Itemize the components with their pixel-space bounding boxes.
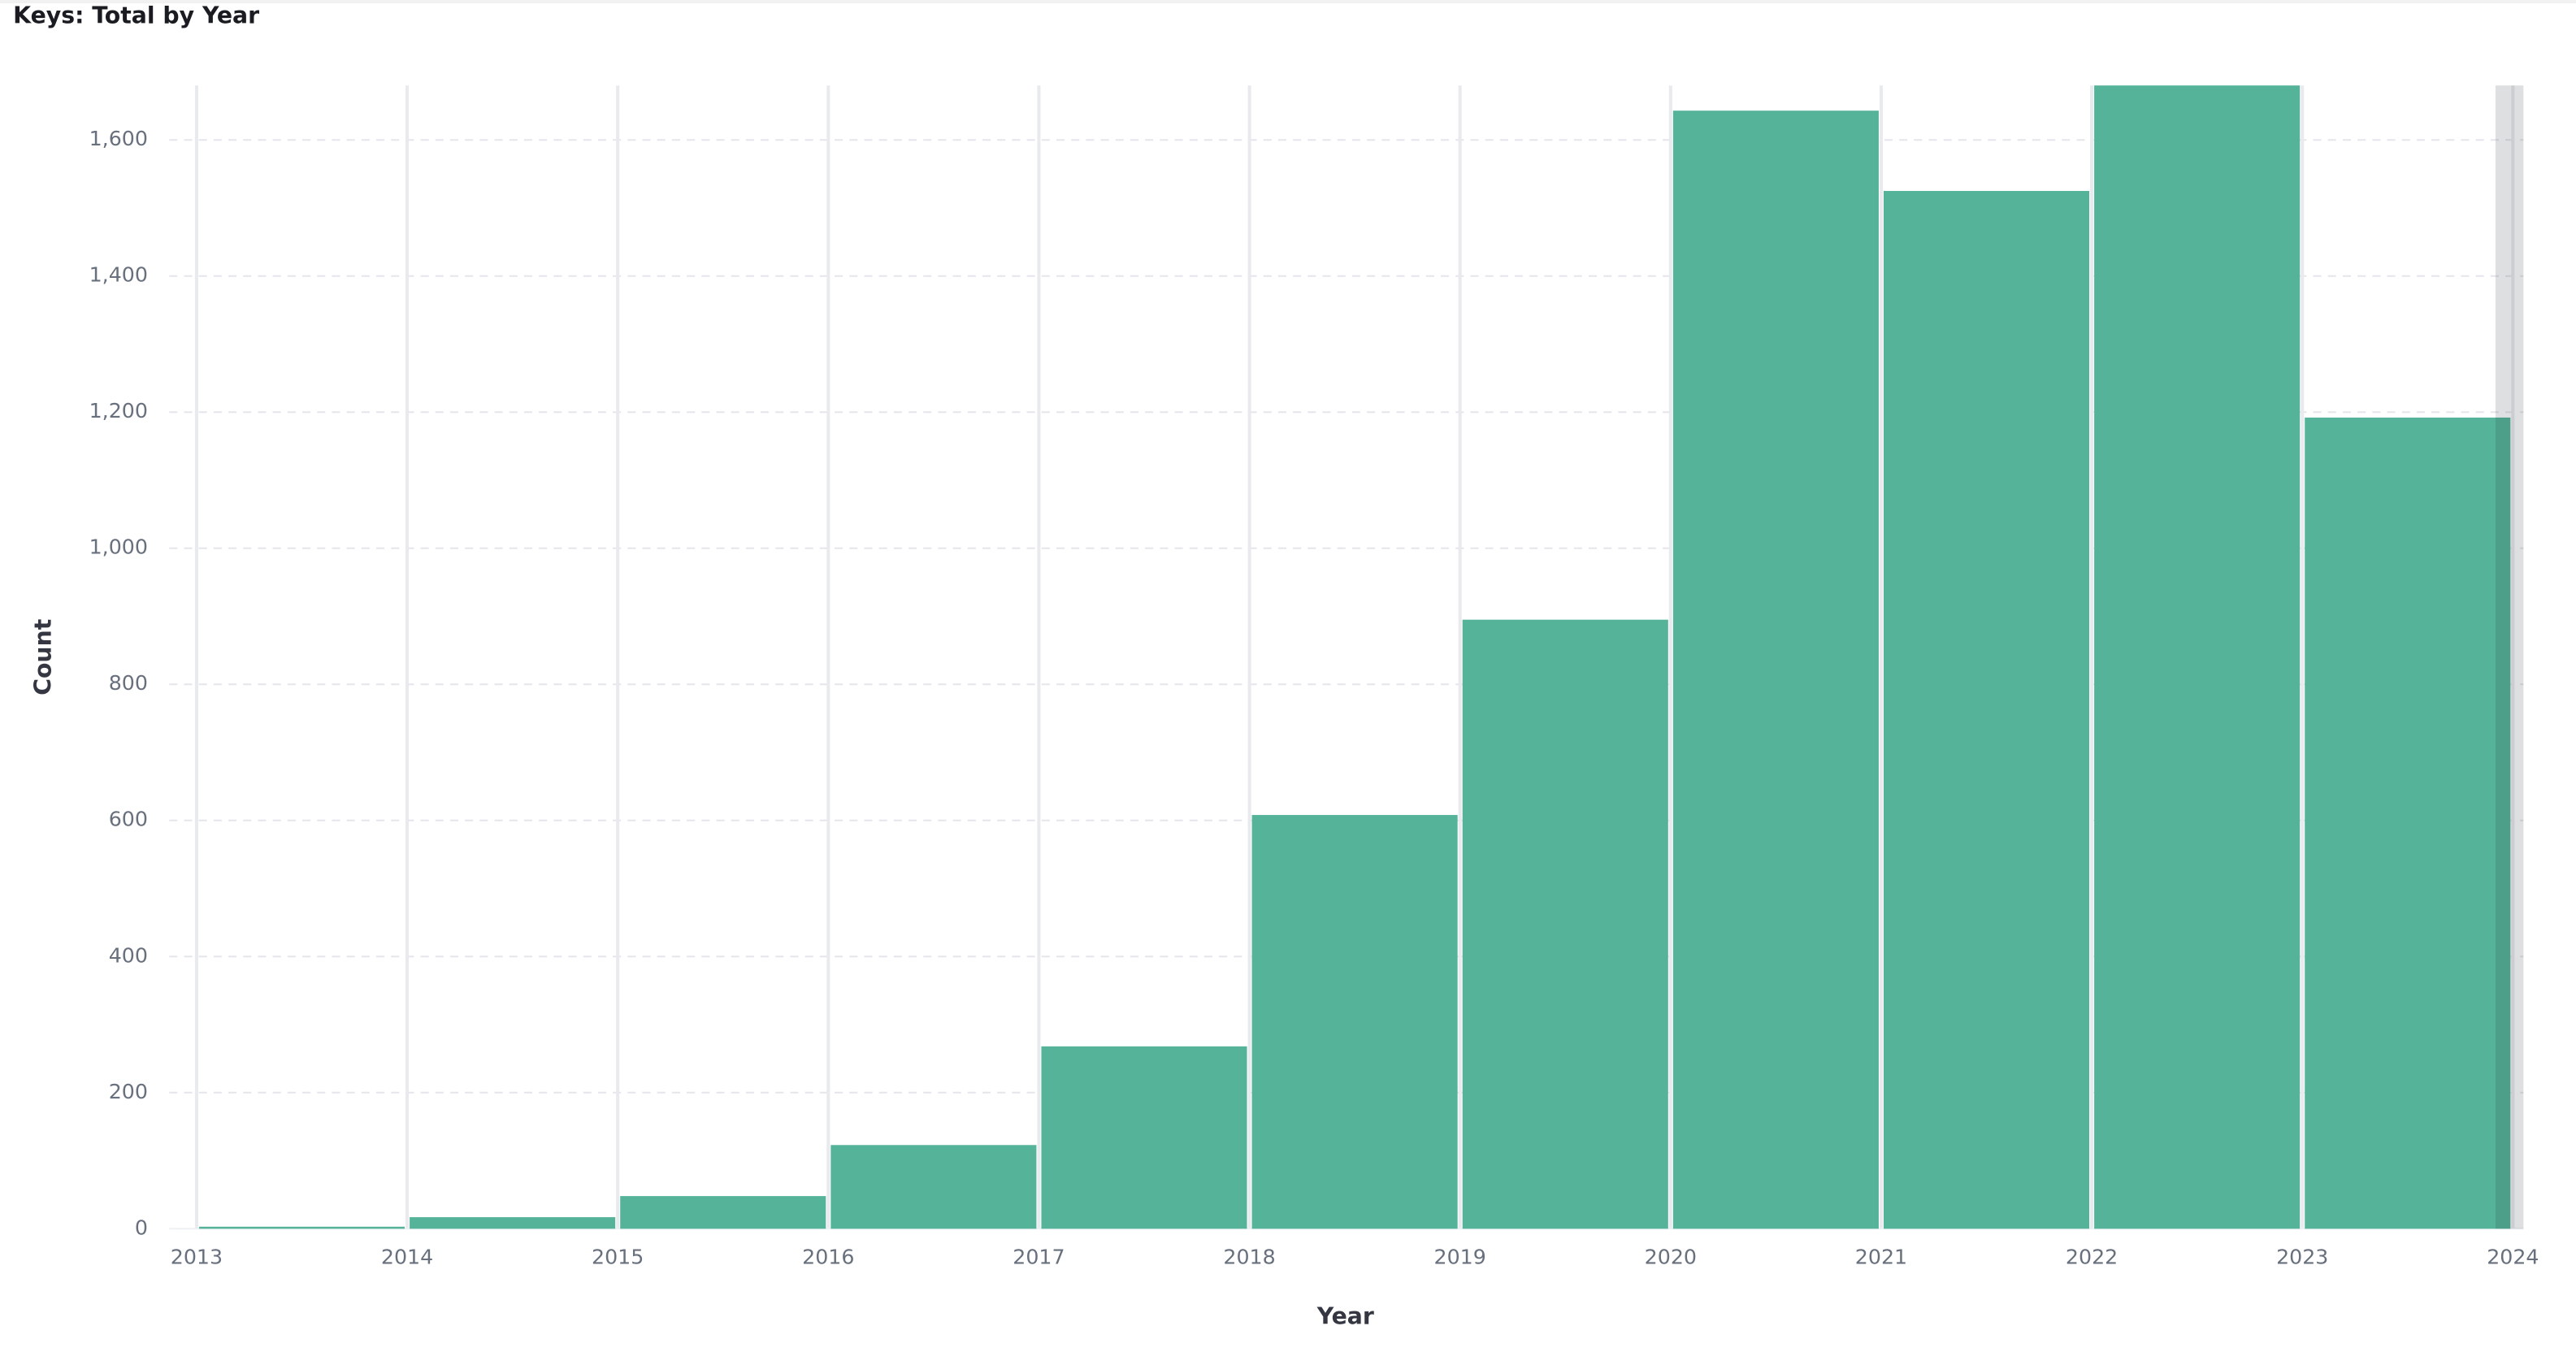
y-tick-label: 0 (135, 1216, 148, 1239)
bar (830, 1145, 1037, 1229)
y-tick-label: 400 (109, 943, 148, 967)
bar (2094, 85, 2301, 1229)
chart-title: Keys: Total by Year (13, 2, 259, 28)
bar (2305, 417, 2511, 1229)
y-tick-label: 800 (109, 671, 148, 695)
x-tick-label: 2015 (592, 1246, 644, 1269)
y-tick-label: 1,000 (89, 535, 148, 559)
y-tick-label: 1,600 (89, 127, 148, 150)
x-tick-label: 2014 (381, 1246, 433, 1269)
x-tick-label: 2016 (802, 1246, 854, 1269)
bar (1462, 619, 1668, 1229)
hover-band (2495, 85, 2524, 1229)
bar (1883, 191, 2090, 1229)
x-tick-label: 2022 (2066, 1246, 2118, 1269)
y-tick-label: 600 (109, 808, 148, 831)
x-tick-label: 2024 (2487, 1246, 2539, 1269)
x-tick-label: 2017 (1013, 1246, 1065, 1269)
x-tick-label: 2023 (2276, 1246, 2328, 1269)
bar (1672, 110, 1879, 1229)
x-tick-label: 2013 (171, 1246, 223, 1269)
x-axis-title: Year (1316, 1302, 1374, 1329)
top-border (0, 0, 2576, 4)
bar (1041, 1046, 1247, 1229)
x-tick-label: 2021 (1855, 1246, 1907, 1269)
bar (1251, 815, 1458, 1229)
y-tick-label: 1,400 (89, 263, 148, 287)
x-tick-label: 2020 (1645, 1246, 1697, 1269)
bar (198, 1226, 405, 1229)
y-axis-title: Count (30, 619, 57, 696)
y-tick-label: 1,200 (89, 399, 148, 422)
y-tick-label: 200 (109, 1080, 148, 1103)
bar (620, 1196, 826, 1229)
bar (410, 1217, 616, 1229)
x-tick-label: 2019 (1434, 1246, 1486, 1269)
x-tick-label: 2018 (1223, 1246, 1275, 1269)
